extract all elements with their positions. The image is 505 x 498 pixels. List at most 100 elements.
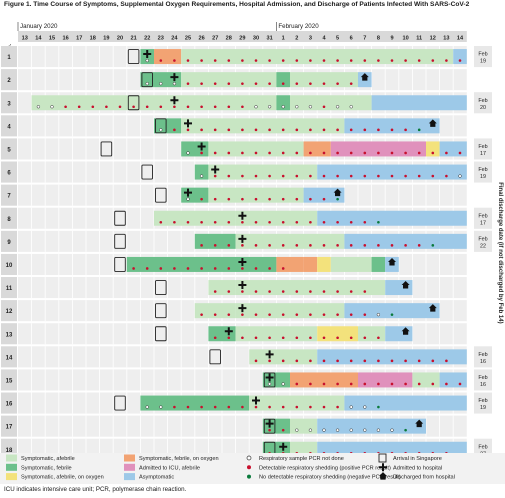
figure-title: Figure 1. Time Course of Symptoms, Suppl… [4, 1, 470, 8]
pcr-positive-dot [254, 336, 258, 340]
final-date-month: Feb [478, 213, 487, 219]
pcr-positive-dot [431, 359, 435, 363]
pcr-positive-dot [227, 197, 231, 201]
pcr-positive-dot [417, 359, 421, 363]
day-label: 5 [336, 36, 339, 42]
pcr-positive-dot [309, 313, 312, 316]
legend-label: Discharged from hospital [393, 475, 455, 481]
pcr-positive-dot [159, 105, 163, 109]
final-date-cell [474, 46, 492, 68]
pcr-not-done-dot [267, 105, 272, 109]
pcr-positive-dot [213, 244, 217, 247]
legend-arrival-icon [378, 453, 387, 463]
discharge-house-icon [415, 419, 424, 428]
status-segment [126, 256, 277, 272]
pcr-positive-dot [363, 244, 367, 247]
pcr-positive-dot [349, 290, 353, 293]
case-number: 17 [6, 425, 13, 431]
admission-cross-icon [197, 142, 206, 151]
day-label: 6 [350, 36, 353, 42]
pcr-not-done-dot [159, 82, 163, 86]
pcr-positive-dot [295, 82, 299, 85]
pcr-positive-dot [363, 151, 367, 155]
pcr-positive-dot [173, 128, 176, 132]
pcr-positive-dot [377, 336, 380, 340]
day-label: 18 [90, 36, 96, 42]
day-label: 9 [390, 36, 393, 42]
pcr-positive-dot [268, 82, 271, 85]
pcr-positive-dot [377, 244, 380, 247]
case-number-cell [1, 323, 17, 345]
pcr-positive-dot [295, 382, 299, 386]
arrival-box [100, 141, 113, 157]
pcr-positive-dot [268, 59, 271, 62]
pcr-positive-dot [227, 313, 231, 316]
pcr-not-done-dot [363, 428, 367, 432]
pcr-positive-dot [377, 128, 380, 132]
arrival-box [209, 349, 221, 365]
pcr-positive-dot [349, 128, 353, 132]
pcr-positive-dot [227, 405, 231, 409]
admission-cross-icon [170, 96, 179, 105]
case-number-cell [1, 184, 17, 206]
pcr-positive-dot [200, 59, 203, 62]
pcr-positive-dot [363, 290, 367, 293]
pcr-not-done-dot [159, 405, 163, 409]
pcr-positive-dot [322, 359, 326, 363]
final-date-cell [474, 230, 492, 252]
final-date-cell [474, 161, 492, 183]
pcr-positive-dot [213, 151, 217, 155]
legend-negative-icon [247, 474, 251, 479]
admission-cross-icon [265, 350, 274, 359]
pcr-positive-dot [145, 105, 149, 109]
admission-cross-icon [252, 396, 260, 405]
pcr-positive-dot [241, 59, 244, 62]
pcr-positive-dot [390, 382, 394, 386]
pcr-positive-dot [417, 244, 421, 247]
final-date-day: 19 [480, 405, 486, 411]
status-segment [317, 326, 358, 342]
case-number-cell [1, 230, 17, 252]
pcr-positive-dot [281, 244, 285, 247]
pcr-positive-dot [268, 220, 271, 224]
pcr-positive-dot [213, 82, 217, 85]
pcr-positive-dot [404, 174, 407, 178]
pcr-positive-dot [281, 359, 285, 363]
pcr-positive-dot [309, 151, 312, 155]
status-segment [426, 141, 440, 157]
pcr-positive-dot [336, 313, 339, 316]
arrival-box [127, 95, 140, 111]
status-segment [290, 349, 318, 365]
pcr-positive-dot [281, 220, 285, 224]
pcr-positive-dot [227, 267, 231, 270]
pcr-positive-dot [200, 220, 203, 224]
arrival-box [155, 187, 167, 203]
day-label: 28 [226, 36, 232, 42]
pcr-negative-dot [377, 220, 380, 224]
admission-cross-icon [184, 188, 192, 197]
pcr-positive-dot [268, 151, 271, 155]
pcr-positive-dot [349, 174, 353, 178]
arrival-box [141, 72, 153, 88]
pcr-positive-dot [213, 59, 217, 62]
pcr-positive-dot [445, 151, 448, 155]
pcr-positive-dot [363, 220, 367, 224]
legend-label: Admitted to hospital [393, 465, 442, 471]
pcr-positive-dot [281, 174, 285, 178]
day-label: 25 [185, 36, 191, 42]
pcr-positive-dot [105, 105, 108, 109]
pcr-negative-dot [417, 128, 421, 132]
pcr-positive-dot [309, 405, 312, 409]
case-number-cell [1, 138, 17, 160]
month-label: February 2020 [278, 23, 319, 30]
pcr-positive-dot [390, 59, 394, 62]
pcr-not-done-dot [145, 405, 149, 409]
pcr-not-done-dot [36, 105, 41, 109]
day-label: 1 [282, 36, 285, 42]
pcr-positive-dot [186, 82, 190, 85]
pcr-positive-dot [295, 151, 299, 155]
admission-cross-icon [265, 373, 274, 382]
pcr-positive-dot [159, 267, 163, 270]
final-date-month: Feb [478, 167, 487, 173]
final-date-day: 19 [480, 59, 486, 65]
